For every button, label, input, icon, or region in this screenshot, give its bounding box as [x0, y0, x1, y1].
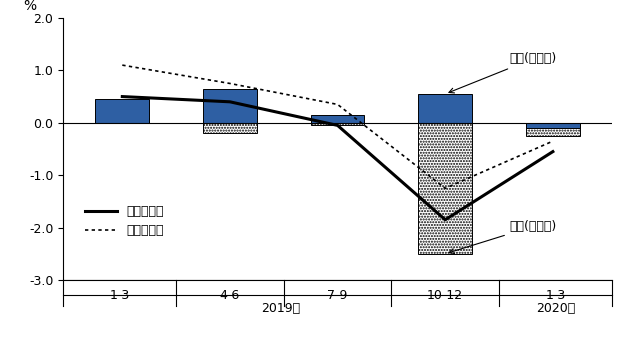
実質成長率: [119, 94, 126, 99]
Bar: [418, 123, 472, 254]
名目成長率: [334, 102, 341, 107]
Bar: [526, 123, 580, 128]
実質成長率: [549, 149, 557, 154]
Text: 10-12: 10-12: [427, 289, 463, 302]
Line: 実質成長率: 実質成長率: [122, 97, 553, 220]
Bar: [95, 117, 149, 123]
Bar: [310, 123, 365, 125]
Y-axis label: %: %: [23, 0, 37, 13]
Bar: [203, 89, 257, 123]
名目成長率: [549, 139, 557, 143]
Text: 2020年: 2020年: [536, 302, 575, 315]
実質成長率: [226, 100, 233, 104]
Text: 内需(寄与度): 内需(寄与度): [449, 220, 557, 253]
Text: 7-9: 7-9: [327, 289, 348, 302]
名目成長率: [119, 63, 126, 67]
Legend: 実質成長率, 名目成長率: 実質成長率, 名目成長率: [80, 200, 169, 242]
Text: 外需(寄与度): 外需(寄与度): [449, 52, 557, 93]
Text: 1-3: 1-3: [110, 289, 130, 302]
Bar: [418, 94, 472, 123]
Bar: [310, 115, 365, 123]
名目成長率: [442, 186, 449, 190]
Line: 名目成長率: 名目成長率: [122, 65, 553, 188]
Bar: [95, 99, 149, 123]
Text: 1-3: 1-3: [545, 289, 565, 302]
Text: 2019年: 2019年: [261, 302, 300, 315]
Bar: [526, 123, 580, 136]
実質成長率: [442, 218, 449, 222]
名目成長率: [226, 81, 233, 85]
Bar: [203, 123, 257, 133]
実質成長率: [334, 123, 341, 127]
Text: 4-6: 4-6: [220, 289, 240, 302]
